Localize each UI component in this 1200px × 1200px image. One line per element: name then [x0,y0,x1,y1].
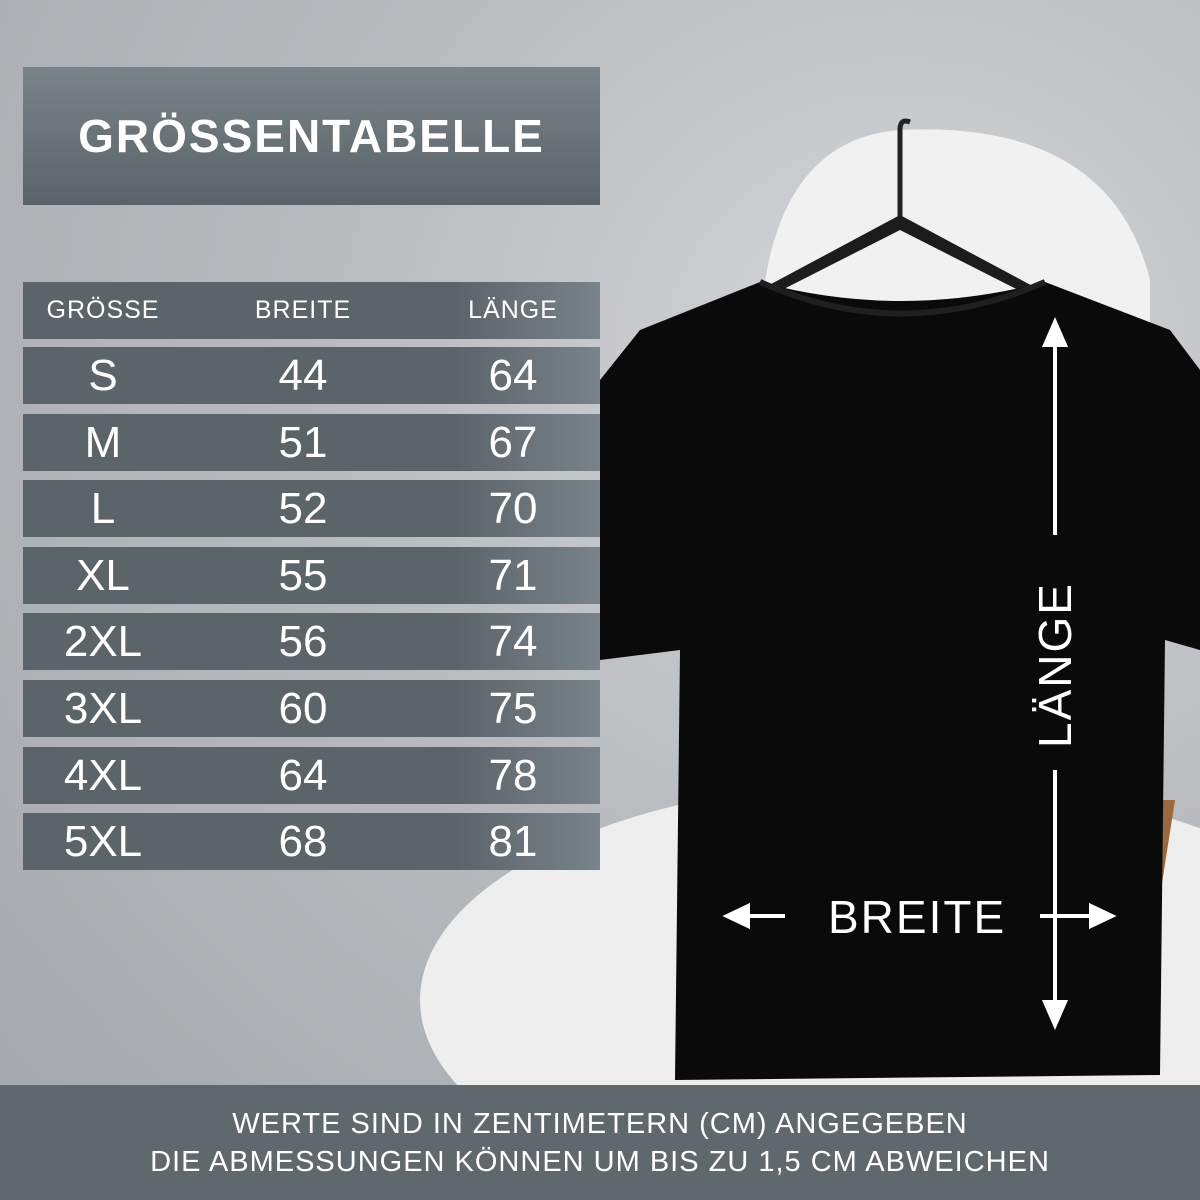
table-row: XL 55 71 [23,546,600,604]
cell-length: 67 [488,417,538,467]
cell-size: 2XL [63,617,143,667]
cell-length: 71 [488,550,538,600]
cell-length: 74 [488,617,538,667]
cell-size: M [84,417,122,467]
cell-width: 64 [278,750,328,800]
header-width: BREITE [254,296,352,324]
cell-width: 60 [278,684,328,733]
footer-line-2: DIE ABMESSUNGEN KÖNNEN UM BIS ZU 1,5 CM … [150,1145,1050,1178]
table-row: S 44 64 [23,347,600,404]
title-banner: GRÖSSENTABELLE [23,67,600,205]
cell-width: 51 [278,417,328,467]
cell-length: 75 [488,684,538,733]
cell-width: 68 [278,817,328,867]
footer-note: WERTE SIND IN ZENTIMETERN (CM) ANGEGEBEN… [0,1085,1200,1200]
cell-length: 64 [488,351,538,400]
length-arrow-icon [1041,316,1069,1031]
width-label: BREITE [828,891,1007,943]
cell-size: XL [76,550,130,600]
header-size: GRÖSSE [46,296,160,324]
table-row: L 52 70 [23,480,600,538]
cell-length: 81 [488,817,538,867]
table-row: 2XL 56 74 [23,613,600,671]
table-row: 4XL 64 78 [23,746,600,804]
footer-line-1: WERTE SIND IN ZENTIMETERN (CM) ANGEGEBEN [232,1107,968,1140]
width-arrow-icon [722,902,1117,930]
cell-size: 5XL [63,817,143,867]
cell-size: L [90,484,116,534]
cell-size: S [88,351,118,400]
cell-length: 70 [488,484,538,534]
cell-width: 52 [278,484,328,534]
cell-size: 4XL [63,750,143,800]
hanger-hook-icon [897,118,911,220]
table-header: GRÖSSE BREITE LÄNGE [23,282,600,339]
cell-length: 78 [488,750,538,800]
table-row: M 51 67 [23,413,600,471]
tshirt [600,282,1200,1080]
table-row: 3XL 60 75 [23,680,600,737]
cell-width: 44 [278,351,328,400]
header-length: LÄNGE [468,296,558,324]
cell-width: 56 [278,617,328,667]
page-title: GRÖSSENTABELLE [78,110,545,162]
table-row: 5XL 68 81 [23,813,600,871]
cell-width: 55 [278,550,328,600]
cell-size: 3XL [63,684,143,733]
length-label: LÄNGE [1029,582,1081,748]
